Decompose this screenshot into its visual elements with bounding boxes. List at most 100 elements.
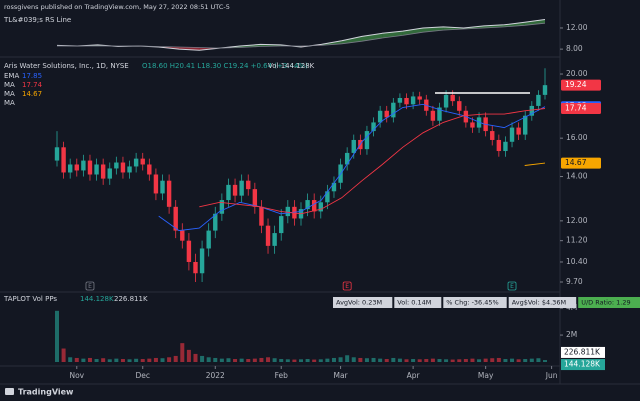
candle-body xyxy=(61,147,66,173)
volume-bar xyxy=(351,357,356,362)
rs-fill xyxy=(362,33,383,42)
price-box xyxy=(561,79,601,91)
candle-body xyxy=(490,131,495,140)
symbol-title: Aris Water Solutions, Inc., 1D, NYSE xyxy=(4,62,129,70)
y-tick-label: 16.00 xyxy=(566,133,588,142)
y-tick-label: 12.00 xyxy=(566,216,588,225)
volume-bar xyxy=(87,357,92,362)
volume-bar xyxy=(153,357,158,362)
x-tick-label: Feb xyxy=(275,371,289,380)
volume-bar xyxy=(457,359,462,362)
candle-body xyxy=(417,96,422,100)
candle-body xyxy=(81,160,86,171)
rs-fill xyxy=(341,36,362,44)
volume-bar xyxy=(463,359,468,362)
volume-bar xyxy=(470,358,475,362)
volume-bar xyxy=(55,310,59,362)
candle-body xyxy=(470,122,475,128)
candle-body xyxy=(311,200,317,212)
stat-label: Vol: 0.14M xyxy=(397,299,431,307)
ma-line xyxy=(199,108,546,215)
stat-label: U/D Ratio: 1.29 xyxy=(581,299,630,307)
volume-bar xyxy=(252,358,257,362)
volume-bar xyxy=(305,359,310,362)
brand: TradingView xyxy=(18,388,74,397)
x-tick-label: 2022 xyxy=(206,371,225,380)
candle-body xyxy=(523,115,528,135)
candle-body xyxy=(437,107,442,121)
candle-body xyxy=(391,102,396,118)
volume-legend: 226.811K xyxy=(114,295,148,303)
candle-body xyxy=(496,139,502,152)
stat-box xyxy=(578,297,640,308)
ma-line xyxy=(524,162,546,166)
candle-body xyxy=(325,191,330,203)
y-tick-label: 10.40 xyxy=(566,257,588,266)
volume-bar xyxy=(74,357,79,362)
logo xyxy=(5,388,14,395)
legend-name: EMA xyxy=(4,72,19,80)
volume-bar xyxy=(345,355,350,362)
candle-body xyxy=(364,131,370,150)
candle-body xyxy=(503,141,508,152)
volume-bar xyxy=(292,359,297,362)
volume-bar xyxy=(226,358,231,362)
avg-box xyxy=(561,346,605,358)
volume-bar xyxy=(404,359,409,362)
stat-label: AvgVol: 0.23M xyxy=(336,299,382,307)
y-tick-label: 14.00 xyxy=(566,172,588,181)
candle-body xyxy=(232,184,238,196)
volume-bar xyxy=(193,353,198,362)
candle-body xyxy=(351,139,356,153)
volume-bar xyxy=(299,359,303,362)
volume-bar xyxy=(101,358,106,362)
y-tick-label: 2M xyxy=(566,330,577,339)
volume-bar xyxy=(120,359,125,362)
volume-bar xyxy=(312,359,317,362)
volume-bar xyxy=(127,359,132,362)
candle-body xyxy=(127,166,132,173)
price-box xyxy=(561,102,601,114)
rs-fill xyxy=(423,26,444,33)
volume-bar xyxy=(510,358,515,362)
stat-label: % Chg: -36.45% xyxy=(446,299,498,307)
candle-body xyxy=(193,261,198,274)
candle-body xyxy=(285,206,291,217)
volume-bar xyxy=(424,359,429,362)
volume-bar xyxy=(200,355,205,362)
volume-bar xyxy=(134,358,139,362)
candle-body xyxy=(114,162,119,169)
volume-bar xyxy=(325,358,330,362)
candle-body xyxy=(404,97,409,105)
y-tick-label: 20.00 xyxy=(566,69,588,78)
volume-bar xyxy=(81,358,86,362)
y-tick-label: 9.70 xyxy=(566,277,583,286)
x-tick-label: May xyxy=(478,371,494,380)
event-marker xyxy=(85,281,95,291)
volume-bar xyxy=(186,349,191,362)
candle-body xyxy=(509,127,515,142)
volume-bar xyxy=(483,358,488,362)
price-box-label: 17.74 xyxy=(565,103,587,112)
candle-body xyxy=(305,200,310,210)
volume-bar xyxy=(378,358,383,362)
x-tick-label: Dec xyxy=(135,371,150,380)
volume-bar xyxy=(444,359,449,362)
volume-bar xyxy=(239,358,244,362)
vol-box-label: 144.128K xyxy=(564,360,601,369)
ma-line xyxy=(158,103,546,232)
price-box xyxy=(561,157,601,169)
rs-fill xyxy=(402,27,423,36)
volume-bar xyxy=(496,357,501,362)
candle-body xyxy=(160,180,165,194)
candle-body xyxy=(166,180,172,207)
volume-bar xyxy=(160,358,165,362)
volume-bar xyxy=(114,358,119,362)
stat-box xyxy=(508,297,577,308)
candle-body xyxy=(246,180,251,190)
volume-bar xyxy=(206,357,211,362)
volume-bar xyxy=(384,359,389,362)
candle-body xyxy=(430,110,436,121)
volume-bar xyxy=(246,359,251,362)
candle-body xyxy=(219,200,225,214)
